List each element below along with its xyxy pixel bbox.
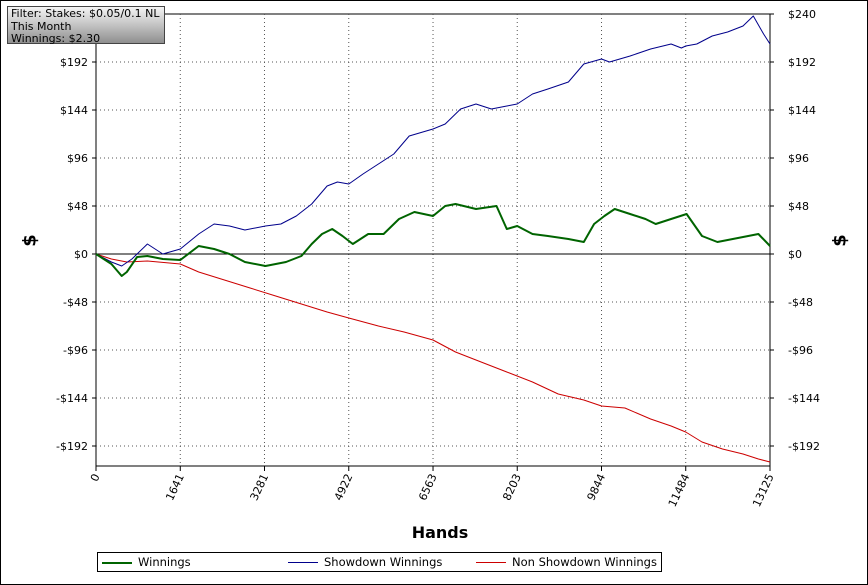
x-tick-label: 4922 xyxy=(332,472,356,503)
x-tick-label: 3281 xyxy=(248,472,272,503)
y-tick-label-right: -$192 xyxy=(788,440,820,453)
x-tick-label: 1641 xyxy=(163,472,187,503)
y-tick-label-left: $144 xyxy=(60,104,88,117)
y-tick-label-left: $192 xyxy=(60,56,88,69)
x-axis-title: Hands xyxy=(411,523,469,542)
x-tick-label: 9844 xyxy=(585,472,609,503)
y-tick-label-right: $0 xyxy=(788,248,802,261)
x-tick-label: 6563 xyxy=(416,472,440,503)
filter-period-text: This Month xyxy=(11,20,72,33)
legend-swatch-non-showdown xyxy=(476,562,506,563)
y-tick-label-right: $48 xyxy=(788,200,809,213)
y-tick-label-left: $48 xyxy=(67,200,88,213)
y-tick-label-left: $96 xyxy=(67,152,88,165)
y-tick-label-right: $192 xyxy=(788,56,816,69)
grid xyxy=(92,13,774,471)
legend-swatch-winnings xyxy=(102,561,132,564)
y-tick-label-left: $0 xyxy=(74,248,88,261)
y-tick-label-right: $240 xyxy=(788,8,816,21)
x-tick-label: 13125 xyxy=(750,472,777,509)
legend-item-winnings: Winnings xyxy=(102,553,191,571)
legend-item-non-showdown: Non Showdown Winnings xyxy=(476,553,657,571)
y-tick-label-right: $96 xyxy=(788,152,809,165)
non-showdown-winnings-line xyxy=(95,253,771,463)
x-tick-label: 11484 xyxy=(666,472,693,509)
y-tick-label-left: -$48 xyxy=(63,296,88,309)
legend-swatch-showdown xyxy=(288,562,318,563)
y-tick-label-right: $144 xyxy=(788,104,816,117)
legend-label-winnings: Winnings xyxy=(138,555,191,569)
filter-stakes-text: Filter: Stakes: $0.05/0.1 NL xyxy=(11,8,160,20)
filter-winnings-text: Winnings: $2.30 xyxy=(11,33,101,45)
legend-label-non-showdown: Non Showdown Winnings xyxy=(512,555,657,569)
series-layer xyxy=(95,15,771,463)
y-axis-title-right: $ xyxy=(829,234,851,247)
y-tick-label-left: -$144 xyxy=(56,392,88,405)
y-tick-label-left: -$96 xyxy=(63,344,88,357)
y-tick-label-right: -$96 xyxy=(788,344,813,357)
y-tick-label-right: -$48 xyxy=(788,296,813,309)
legend-label-showdown: Showdown Winnings xyxy=(324,555,443,569)
x-tick-label: 8203 xyxy=(500,472,524,503)
winnings-line xyxy=(95,203,771,277)
legend-item-showdown: Showdown Winnings xyxy=(288,553,442,571)
showdown-winnings-line xyxy=(95,15,771,267)
filter-info-box: Filter: Stakes: $0.05/0.1 NL This Month … xyxy=(7,6,165,45)
y-axis-title-left: $ xyxy=(19,234,41,247)
y-tick-label-left: -$192 xyxy=(56,440,88,453)
y-tick-label-right: -$144 xyxy=(788,392,820,405)
legend: Winnings Showdown Winnings Non Showdown … xyxy=(97,552,662,572)
x-tick-label: 0 xyxy=(88,472,103,484)
